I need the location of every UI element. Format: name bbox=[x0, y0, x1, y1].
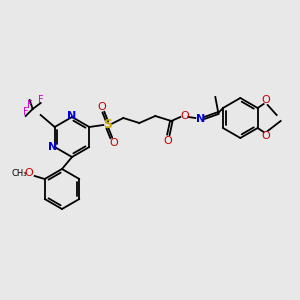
Text: F: F bbox=[23, 107, 28, 117]
Text: O: O bbox=[163, 136, 172, 146]
Text: O: O bbox=[97, 102, 106, 112]
Text: O: O bbox=[180, 111, 189, 121]
Text: O: O bbox=[109, 138, 118, 148]
Text: CH₃: CH₃ bbox=[12, 169, 27, 178]
Text: O: O bbox=[261, 95, 270, 105]
Text: S: S bbox=[103, 118, 112, 131]
Text: O: O bbox=[261, 131, 270, 141]
Text: N: N bbox=[48, 142, 57, 152]
Text: N: N bbox=[196, 114, 205, 124]
Text: F: F bbox=[38, 95, 43, 105]
Text: O: O bbox=[24, 168, 33, 178]
Text: N: N bbox=[68, 111, 76, 121]
Text: F: F bbox=[27, 100, 32, 110]
